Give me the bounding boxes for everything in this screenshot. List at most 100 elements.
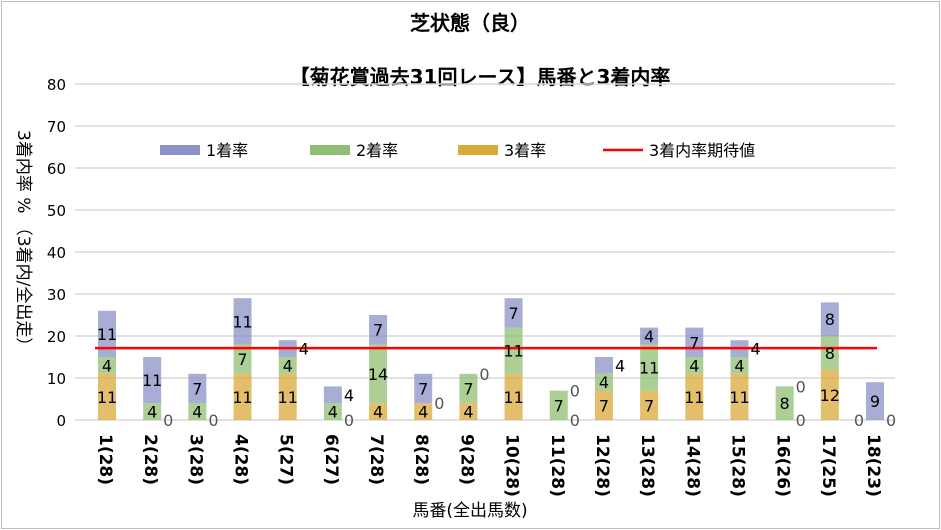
- bar-segment: [414, 403, 433, 420]
- data-label: 12: [820, 386, 840, 405]
- y-tick-label: 20: [47, 328, 66, 346]
- chart-subtitle: 【菊花賞過去31回レース】馬番と3着内率: [290, 65, 671, 89]
- data-label: 7: [463, 380, 473, 399]
- data-label: 11: [684, 388, 704, 407]
- data-label: 0: [886, 411, 896, 430]
- data-label: 11: [503, 388, 523, 407]
- y-tick-label: 50: [47, 202, 66, 220]
- bar-segment: [820, 302, 839, 336]
- bar-segment: [504, 373, 523, 420]
- x-tick-label: 16(26): [773, 434, 793, 497]
- x-tick-label: 12(28): [592, 434, 612, 497]
- bar-segment: [504, 327, 523, 374]
- bar-segment: [504, 298, 523, 328]
- data-label: 8: [825, 344, 835, 363]
- y-axis-label: 3着内率 % （3着内/全出走）: [13, 130, 33, 354]
- x-tick-label: 10(28): [502, 434, 522, 497]
- data-label: 4: [299, 340, 309, 359]
- bar-segment: [685, 373, 704, 420]
- x-tick-label: 7(28): [366, 434, 386, 485]
- y-tick-label: 10: [47, 370, 66, 388]
- bar-segment: [820, 369, 839, 420]
- data-label: 11: [97, 388, 117, 407]
- bar-segment: [820, 336, 839, 370]
- x-tick-label: 3(28): [185, 434, 205, 485]
- x-axis-label: 馬番(全出馬数): [412, 501, 527, 521]
- bar-segment: [233, 373, 252, 420]
- data-label: 7: [644, 396, 654, 415]
- bar-segment: [459, 373, 478, 404]
- x-tick-label: 1(28): [95, 434, 115, 485]
- x-tick-label: 2(28): [140, 434, 160, 485]
- bar-segment: [369, 344, 388, 404]
- data-label: 7: [689, 333, 699, 352]
- bar-segment: [730, 373, 749, 420]
- legend-swatch: [458, 145, 498, 155]
- y-tick-label: 70: [47, 118, 66, 136]
- y-tick-label: 0: [56, 412, 66, 430]
- data-label: 4: [599, 373, 609, 392]
- legend-label: 3着内率期待値: [649, 141, 755, 160]
- legend-swatch: [160, 145, 200, 155]
- bar-segment: [640, 344, 659, 391]
- data-label: 11: [142, 371, 162, 390]
- data-label: 4: [463, 403, 473, 422]
- x-tick-label: 15(28): [727, 434, 747, 497]
- bar-segment: [414, 373, 433, 404]
- data-label: 7: [418, 380, 428, 399]
- data-label: 4: [734, 356, 744, 375]
- bar-segment: [594, 373, 613, 391]
- data-label: 11: [97, 325, 117, 344]
- data-label: 7: [599, 396, 609, 415]
- bar-segment: [866, 382, 884, 420]
- bar-segment: [278, 373, 297, 420]
- x-tick-label: 9(28): [456, 434, 476, 485]
- data-label: 11: [503, 342, 523, 361]
- bar-segment: [98, 310, 116, 357]
- data-label: 7: [554, 396, 564, 415]
- legend-label: 3着率: [504, 141, 546, 160]
- x-tick-label: 5(27): [276, 434, 296, 485]
- data-label: 0: [479, 365, 489, 384]
- data-label: 0: [796, 377, 806, 396]
- data-label: 0: [570, 411, 580, 430]
- y-tick-label: 30: [47, 286, 66, 304]
- data-label: 0: [344, 411, 354, 430]
- y-tick-label: 80: [47, 76, 66, 94]
- data-label: 4: [283, 356, 293, 375]
- data-label: 8: [780, 394, 790, 413]
- data-label: 11: [729, 388, 749, 407]
- bar-segment: [775, 386, 794, 420]
- x-tick-label: 14(28): [682, 434, 702, 497]
- legend-swatch: [310, 145, 350, 155]
- data-label: 4: [147, 403, 157, 422]
- x-tick-label: 11(28): [547, 434, 567, 497]
- data-label: 9: [870, 392, 880, 411]
- data-label: 4: [750, 340, 760, 359]
- data-label: 0: [570, 382, 580, 401]
- bar-segment: [685, 357, 704, 374]
- bar-segment: [143, 403, 162, 420]
- data-label: 8: [825, 310, 835, 329]
- data-label: 4: [689, 356, 699, 375]
- bar-segment: [594, 390, 613, 420]
- legend-label: 1着率: [206, 141, 248, 160]
- bar-segment: [685, 327, 704, 357]
- data-label: 11: [278, 388, 298, 407]
- bar-segment: [640, 390, 659, 420]
- x-tick-label: 4(28): [231, 434, 251, 485]
- x-tick-label: 13(28): [637, 434, 657, 497]
- data-label: 0: [854, 411, 864, 430]
- data-label: 7: [508, 304, 518, 323]
- bar-segment: [233, 344, 252, 374]
- bar-segment: [730, 357, 749, 374]
- bar-segment: [98, 373, 116, 420]
- legend: 1着率 2着率 3着率 3着内率期待値: [160, 141, 755, 160]
- bar-segment: [640, 327, 659, 345]
- bar-segment: [188, 373, 207, 404]
- data-label: 11: [232, 388, 252, 407]
- legend-label: 2着率: [356, 141, 398, 160]
- bar-segment: [369, 315, 388, 345]
- data-label: 14: [368, 365, 388, 384]
